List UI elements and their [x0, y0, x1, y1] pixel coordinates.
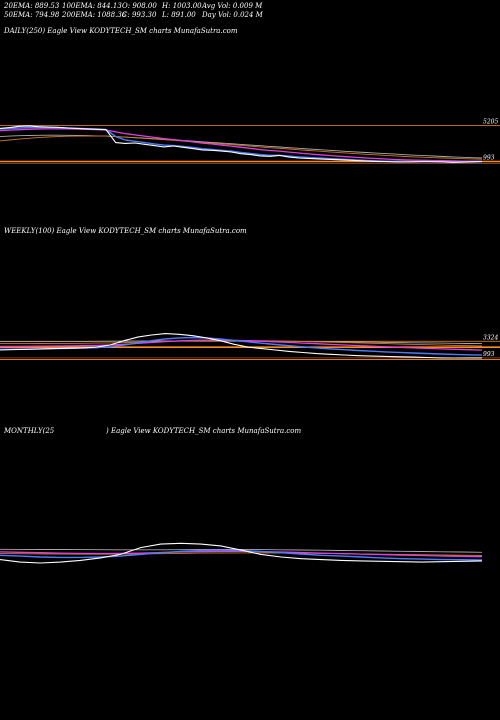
stat-ema100: 100EMA: 844.13 — [62, 2, 122, 10]
daily-series-ema200 — [0, 134, 483, 159]
stat-low: L: 891.00 — [162, 11, 196, 19]
monthly-series-ema200 — [0, 548, 483, 553]
monthly-series-ema100 — [0, 552, 483, 556]
monthly-chart — [0, 542, 483, 564]
daily-series-price — [0, 125, 483, 163]
weekly-series-price — [0, 333, 482, 359]
monthly-panel-title: MONTHLY(25) Eagle View KODYTECH_SM chart… — [4, 427, 302, 435]
weekly-chart: 3324 993 — [0, 333, 500, 360]
stats-header: 20EMA: 889.53 100EMA: 844.13 O: 908.00 H… — [4, 2, 496, 22]
monthly-series-price — [0, 542, 483, 564]
stat-avg-vol: Avg Vol: 0.009 M — [202, 2, 263, 10]
stat-ema20: 20EMA: 889.53 — [4, 2, 60, 10]
weekly-panel-title: WEEKLY(100) Eagle View KODYTECH_SM chart… — [4, 227, 247, 235]
daily-series-ema50 — [0, 128, 482, 162]
stat-high: H: 1003.00 — [162, 2, 202, 10]
daily-panel-title: DAILY(250) Eagle View KODYTECH_SM charts… — [4, 27, 238, 35]
weekly-y-tick-0: 3324 — [483, 334, 498, 341]
stat-ema50: 50EMA: 794.98 — [4, 11, 60, 19]
stat-day-vol: Day Vol: 0.024 M — [202, 11, 263, 19]
daily-chart: 5205 993 — [0, 118, 500, 164]
daily-y-tick-1: 993 — [483, 154, 495, 161]
daily-series-ema100 — [0, 135, 483, 160]
daily-y-tick-0: 5205 — [483, 118, 498, 125]
weekly-y-tick-1: 993 — [483, 351, 495, 358]
stat-close: C: 993.30 — [122, 11, 157, 19]
stat-open: O: 908.00 — [122, 2, 157, 10]
stat-ema200: 200EMA: 1088.36 — [62, 11, 127, 19]
